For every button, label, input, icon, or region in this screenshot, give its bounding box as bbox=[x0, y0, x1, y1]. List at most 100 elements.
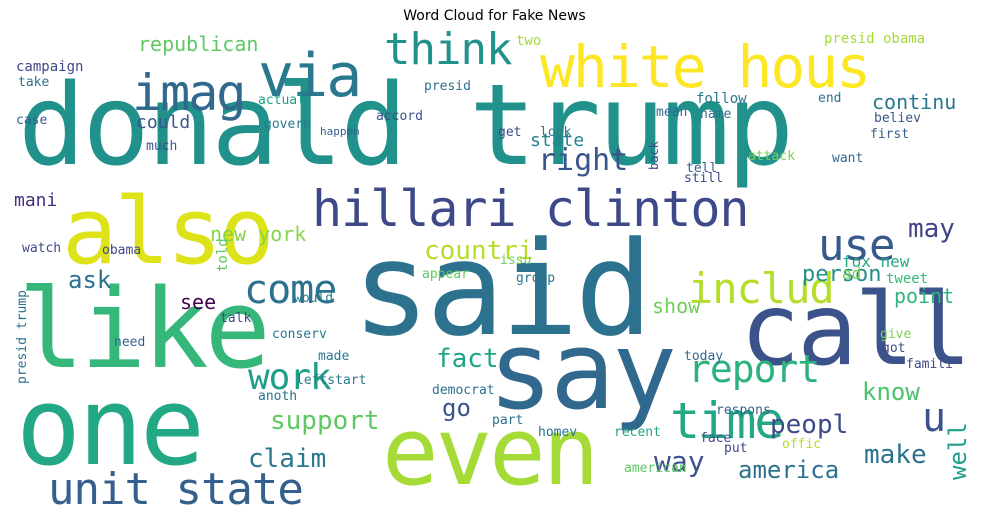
word: presid bbox=[424, 79, 471, 94]
word: state bbox=[530, 130, 585, 151]
word: countri bbox=[424, 236, 534, 266]
word: got bbox=[882, 341, 906, 356]
word: offic bbox=[782, 437, 822, 452]
word: mani bbox=[14, 190, 58, 211]
word: work bbox=[248, 357, 332, 398]
word-cloud: donald trump said say one also like even… bbox=[12, 28, 978, 513]
word: attack bbox=[748, 149, 795, 164]
word: issu bbox=[500, 253, 532, 268]
word: obama bbox=[102, 243, 142, 258]
word: go bbox=[442, 394, 471, 422]
word: know bbox=[862, 378, 920, 406]
word: say bbox=[488, 309, 677, 434]
word: recent bbox=[614, 425, 661, 440]
word: name bbox=[700, 107, 732, 122]
word: case bbox=[16, 113, 48, 128]
word: still bbox=[684, 171, 724, 186]
word: ad bbox=[842, 264, 862, 283]
word: follow bbox=[696, 91, 747, 107]
word: presid obama bbox=[824, 31, 926, 47]
word: tweet bbox=[886, 271, 929, 287]
word: presid trump bbox=[15, 290, 30, 384]
word: back bbox=[647, 141, 661, 170]
word: put bbox=[724, 441, 748, 456]
word: told bbox=[215, 238, 231, 272]
word: one bbox=[16, 365, 205, 490]
word: govern bbox=[264, 117, 311, 132]
word: like bbox=[18, 265, 271, 393]
word: time bbox=[670, 392, 784, 450]
word: made bbox=[318, 349, 350, 364]
word: conserv bbox=[272, 327, 327, 342]
word: talk bbox=[220, 311, 252, 326]
word: homev bbox=[538, 425, 578, 440]
word: claim bbox=[248, 444, 327, 474]
word: first bbox=[870, 127, 910, 142]
word: unit state bbox=[48, 464, 304, 513]
word: anoth bbox=[258, 389, 298, 404]
word: report bbox=[688, 347, 820, 391]
word: use bbox=[818, 220, 895, 271]
word: way bbox=[654, 445, 705, 478]
word: support bbox=[270, 406, 380, 436]
word: want bbox=[832, 151, 864, 166]
word: today bbox=[684, 349, 724, 364]
word: come bbox=[244, 267, 337, 313]
word: peopl bbox=[770, 410, 849, 440]
word: may bbox=[908, 214, 955, 244]
word: white hous bbox=[540, 33, 871, 101]
word: look bbox=[540, 125, 572, 140]
word: u bbox=[922, 395, 947, 441]
word: said bbox=[352, 213, 653, 365]
word: watch bbox=[22, 241, 62, 256]
word: actual bbox=[258, 93, 305, 108]
word: point bbox=[894, 284, 955, 308]
word: give bbox=[880, 327, 912, 342]
word: believ bbox=[874, 111, 921, 126]
word: even bbox=[382, 398, 599, 507]
word: imag bbox=[132, 64, 246, 122]
word: need bbox=[114, 335, 146, 350]
word: leftstart bbox=[296, 373, 367, 388]
word: take bbox=[18, 75, 50, 90]
word: see bbox=[180, 290, 217, 314]
word: new york bbox=[210, 222, 307, 246]
word: right bbox=[538, 143, 629, 178]
word: accord bbox=[376, 109, 423, 124]
word: happen bbox=[320, 125, 360, 138]
word: appear bbox=[422, 267, 469, 282]
word: hillari clinton bbox=[312, 180, 750, 238]
chart-title: Word Cloud for Fake News bbox=[403, 8, 586, 24]
word: get bbox=[498, 125, 522, 140]
word: think bbox=[384, 28, 512, 75]
word: would bbox=[294, 291, 334, 306]
word: group bbox=[516, 271, 556, 286]
word: much bbox=[146, 139, 178, 154]
word: call bbox=[740, 271, 972, 388]
word: show bbox=[652, 294, 701, 318]
word: face bbox=[700, 431, 732, 446]
word: mean bbox=[656, 105, 688, 120]
word: tell bbox=[686, 161, 718, 176]
word: famili bbox=[906, 357, 953, 372]
word: person bbox=[802, 262, 882, 287]
word: donald trump bbox=[18, 61, 794, 191]
word: includ bbox=[688, 264, 835, 313]
word: also bbox=[62, 178, 275, 285]
word: continu bbox=[872, 90, 957, 114]
word: could bbox=[136, 112, 191, 133]
word: campaign bbox=[16, 59, 84, 75]
word: make bbox=[864, 440, 927, 470]
word: end bbox=[818, 91, 842, 106]
word: american bbox=[624, 461, 687, 476]
word: republican bbox=[138, 32, 259, 56]
word: well bbox=[944, 422, 972, 480]
word: respons bbox=[716, 403, 771, 418]
word: fact bbox=[436, 344, 499, 374]
word: fox new bbox=[842, 252, 910, 271]
word: democrat bbox=[432, 383, 495, 398]
word: via bbox=[258, 41, 362, 111]
word: ask bbox=[68, 266, 112, 294]
word: two bbox=[516, 33, 542, 49]
word: america bbox=[738, 456, 840, 484]
